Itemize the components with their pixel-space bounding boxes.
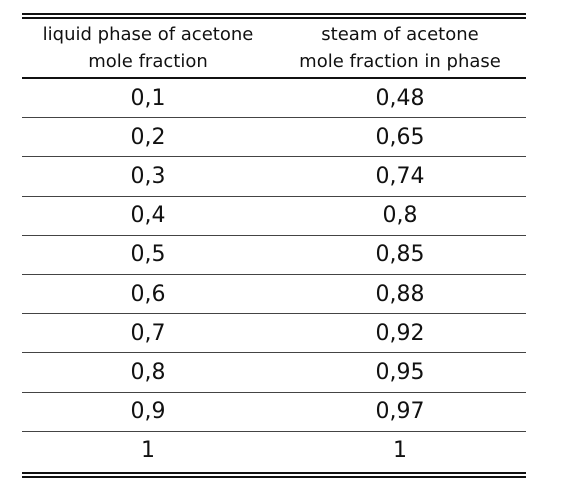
table-row: 0,3 0,74: [22, 157, 526, 197]
liquid-fraction-cell: 0,4: [130, 203, 166, 229]
steam-fraction-cell: 0,85: [375, 242, 425, 268]
steam-fraction-cell: 1: [393, 438, 407, 464]
bottom-double-rule: [22, 471, 526, 478]
table-row: 0,2 0,65: [22, 118, 526, 158]
steam-fraction-cell: 0,88: [375, 281, 425, 307]
steam-fraction-cell: 0,65: [375, 124, 425, 150]
liquid-fraction-cell: 0,1: [130, 85, 166, 111]
liquid-fraction-cell: 0,2: [130, 124, 166, 150]
table-row: 0,7 0,92: [22, 314, 526, 354]
header-steam-line-2: mole fraction in phase: [299, 51, 501, 72]
liquid-fraction-cell: 0,8: [130, 359, 166, 385]
table-header: liquid phase of acetone mole fraction st…: [22, 19, 526, 79]
liquid-fraction-cell: 0,9: [130, 399, 166, 425]
table-row: 0,8 0,95: [22, 353, 526, 393]
table-row: 0,5 0,85: [22, 236, 526, 275]
table-row: 0,4 0,8: [22, 197, 526, 236]
steam-fraction-cell: 0,48: [375, 85, 425, 111]
header-steam-phase: steam of acetone mole fraction in phase: [274, 19, 526, 77]
liquid-fraction-cell: 0,6: [130, 281, 166, 307]
liquid-fraction-cell: 0,3: [130, 163, 166, 189]
steam-fraction-cell: 0,74: [375, 163, 425, 189]
table-row: 0,9 0,97: [22, 393, 526, 432]
table-row: 0,1 0,48: [22, 79, 526, 119]
header-liquid-line-1: liquid phase of acetone: [42, 24, 254, 45]
table-body: 0,1 0,48 0,2 0,65 0,3 0,74 0,4 0,8 0,5 0…: [22, 79, 526, 470]
top-double-rule: [22, 13, 526, 19]
data-table: liquid phase of acetone mole fraction st…: [22, 13, 526, 478]
table-row: 1 1: [22, 432, 526, 470]
steam-fraction-cell: 0,8: [382, 203, 418, 229]
liquid-fraction-cell: 1: [141, 438, 155, 464]
steam-fraction-cell: 0,97: [375, 399, 425, 425]
liquid-fraction-cell: 0,7: [130, 320, 166, 346]
header-liquid-line-2: mole fraction: [88, 51, 208, 72]
header-liquid-phase: liquid phase of acetone mole fraction: [22, 19, 274, 77]
header-steam-line-1: steam of acetone: [321, 24, 479, 45]
table-row: 0,6 0,88: [22, 275, 526, 315]
steam-fraction-cell: 0,92: [375, 320, 425, 346]
liquid-fraction-cell: 0,5: [130, 242, 166, 268]
steam-fraction-cell: 0,95: [375, 359, 425, 385]
